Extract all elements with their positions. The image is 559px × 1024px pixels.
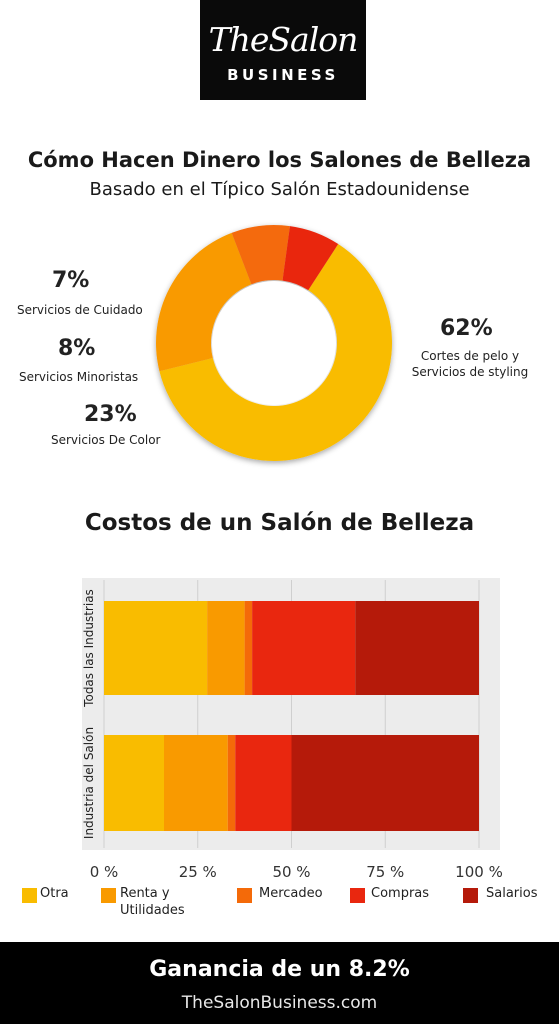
bar-segment-renta-y-utilidades-0 <box>207 601 245 695</box>
donut-slice-cortes <box>159 244 393 462</box>
footer-site: TheSalonBusiness.com <box>181 993 378 1013</box>
logo-script-text: TheSalon <box>208 20 359 59</box>
slice-label-color: Servicios De Color <box>51 433 161 447</box>
legend-swatch-otra <box>22 888 37 903</box>
legend-label-mercadeo: Mercadeo <box>259 886 323 901</box>
legend-label-renta-line1: Renta y <box>120 886 170 901</box>
category-label: Todas las Industrias <box>82 589 96 708</box>
donut-hole <box>212 281 336 405</box>
bar-segment-salarios-0 <box>355 601 479 695</box>
footer-banner: Ganancia de un 8.2% TheSalonBusiness.com <box>0 942 559 1024</box>
donut-slice-minoristas <box>231 224 290 285</box>
pct-label-cortes: 62% <box>440 316 493 341</box>
slice-label-cuidado: Servicios de Cuidado <box>17 303 143 317</box>
slice-label-minoristas: Servicios Minoristas <box>19 370 139 384</box>
legend-swatch-mercadeo <box>237 888 252 903</box>
x-tick-label: 50 % <box>272 863 310 881</box>
pct-label-color: 23% <box>84 402 137 427</box>
slice-label-cortes: Cortes de pelo y Servicios de styling <box>411 349 529 379</box>
costs-title: Costos de un Salón de Belleza <box>84 510 475 536</box>
pct-label-minoristas: 8% <box>58 336 96 361</box>
legend-swatch-renta <box>101 888 116 903</box>
bar-segment-compras-0 <box>252 601 356 695</box>
x-tick-label: 100 % <box>455 863 503 881</box>
category-label: Industria del Salón <box>82 727 96 839</box>
legend-swatch-salarios <box>463 888 478 903</box>
legend-label-renta: Renta y Utilidades <box>120 885 185 919</box>
logo: TheSalon BUSINESS <box>200 0 366 100</box>
costs-bar-chart: Todas las Industrias Industria del Salón 0… <box>82 578 503 881</box>
bar-segment-mercadeo-1 <box>227 735 236 831</box>
bar-segment-salarios-1 <box>291 735 479 831</box>
legend-label-salarios: Salarios <box>486 886 538 901</box>
pct-label-cuidado: 7% <box>52 268 90 293</box>
bar-segment-renta-y-utilidades-1 <box>164 735 228 831</box>
x-tick-label: 25 % <box>179 863 217 881</box>
bar-segment-mercadeo-0 <box>244 601 253 695</box>
legend-label-otra: Otra <box>40 886 69 901</box>
footer-headline: Ganancia de un 8.2% <box>149 957 410 982</box>
revenue-donut-chart <box>156 224 393 462</box>
bar-segment-otra-1 <box>104 735 164 831</box>
x-tick-label: 0 % <box>90 863 119 881</box>
bar-segment-compras-1 <box>235 735 292 831</box>
bar-segment-otra-0 <box>104 601 208 695</box>
legend-label-compras: Compras <box>371 886 430 901</box>
x-tick-label: 75 % <box>366 863 404 881</box>
legend-label-renta-line2: Utilidades <box>120 903 185 918</box>
revenue-title: Cómo Hacen Dinero los Salones de Belleza <box>27 148 532 172</box>
donut-slice-cuidado <box>282 226 339 291</box>
donut-slice-color <box>156 232 252 372</box>
logo-business-text: BUSINESS <box>227 66 339 84</box>
legend-swatch-compras <box>350 888 365 903</box>
revenue-subtitle: Basado en el Típico Salón Estadounidense <box>89 179 470 200</box>
